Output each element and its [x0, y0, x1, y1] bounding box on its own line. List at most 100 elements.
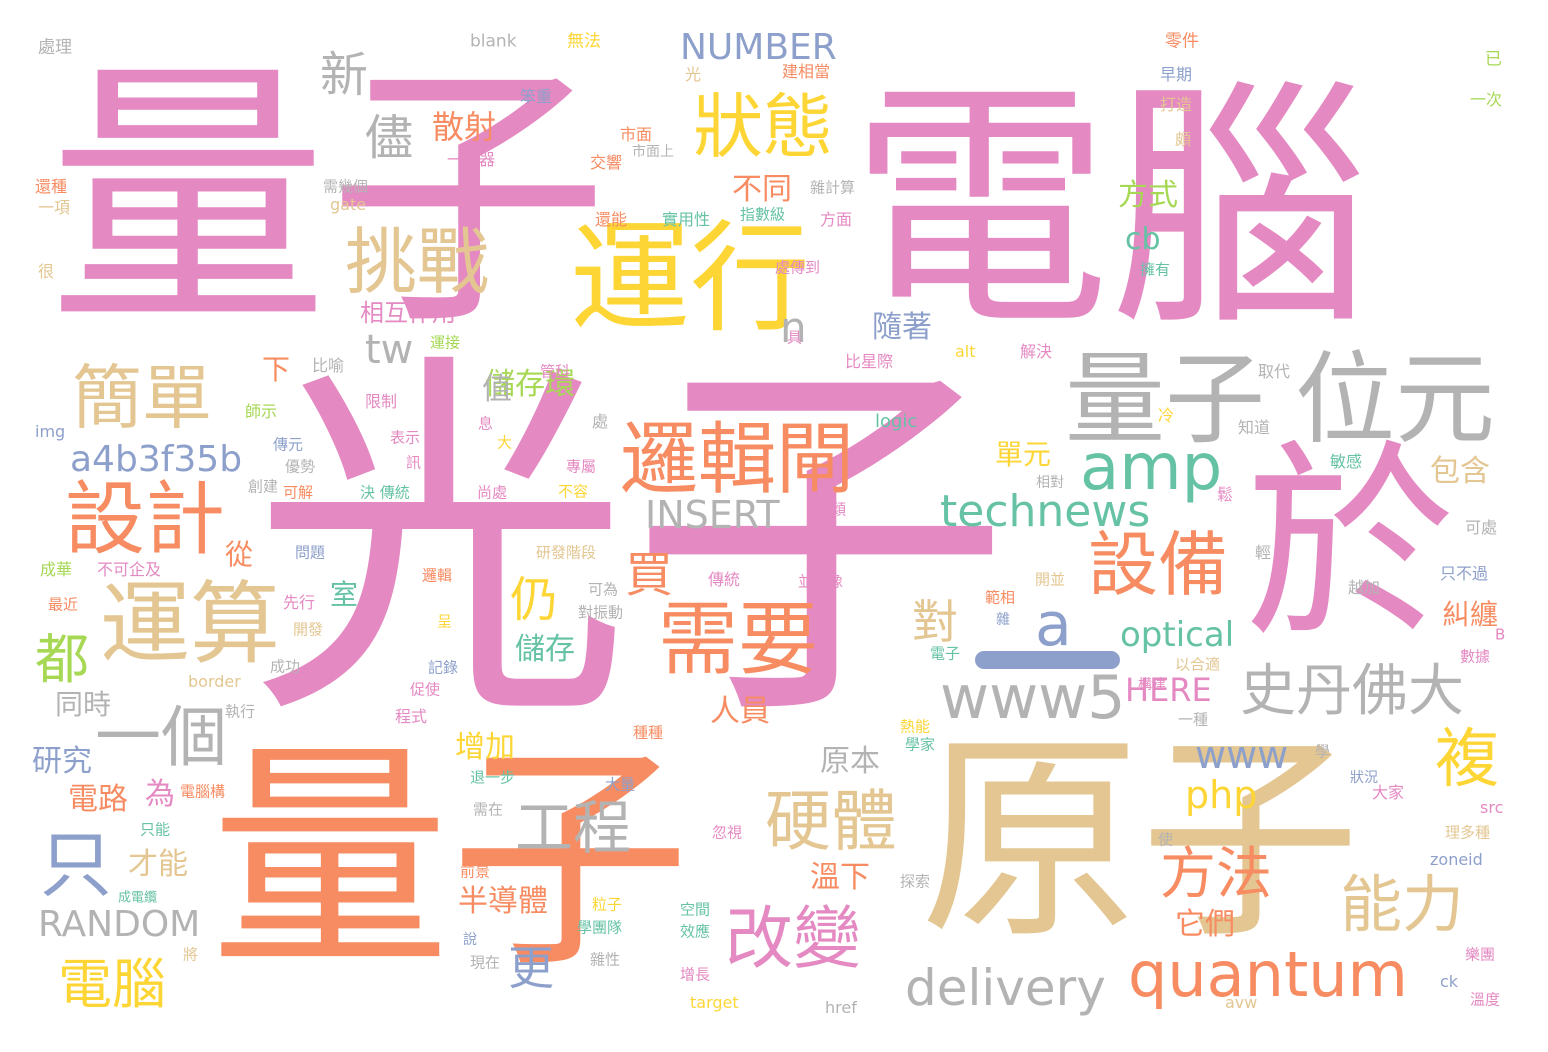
word-cloud-word: 先行: [283, 593, 316, 612]
word-cloud-word: 仍: [510, 572, 559, 628]
word-cloud-word: 散射: [432, 108, 497, 146]
word-cloud-word: 前景: [460, 862, 491, 881]
word-cloud-word: 並不像: [798, 572, 844, 591]
word-cloud-word: 還能: [595, 210, 628, 229]
word-cloud-word: [975, 651, 1120, 669]
word-cloud-word: gate: [330, 195, 367, 214]
word-cloud-word: 現在: [470, 953, 501, 972]
word-cloud-word: 專屬: [566, 457, 597, 476]
word-cloud-word: 處理: [38, 37, 72, 58]
word-cloud-word: 大: [497, 433, 513, 452]
word-cloud-word: 雜: [996, 612, 1010, 628]
word-cloud-word: 傳元: [273, 435, 304, 454]
word-cloud-word: 研發階段: [536, 543, 597, 562]
word-cloud-word: 效應: [680, 922, 711, 941]
word-cloud-word: target: [690, 993, 739, 1012]
word-cloud-word: 冷: [1158, 406, 1175, 425]
word-cloud-word: 能力: [1340, 868, 1465, 941]
word-cloud-word: 儲存環: [485, 367, 575, 402]
word-cloud-word: 執行: [225, 702, 256, 721]
word-cloud-word: 最近: [48, 595, 79, 614]
word-cloud-word: 為: [145, 777, 175, 812]
word-cloud-word: 頗: [1175, 130, 1192, 149]
word-cloud-word: 管科: [540, 362, 571, 381]
word-cloud-word: 隨著: [872, 310, 932, 345]
word-cloud-word: 挑戰: [345, 220, 490, 304]
word-cloud-word: www: [1195, 733, 1289, 777]
word-cloud-word: 邏輯: [422, 566, 453, 585]
word-cloud-word: 對: [912, 595, 958, 649]
word-cloud-word: 不同: [732, 172, 792, 207]
word-cloud-word: 實用性: [662, 210, 711, 229]
word-cloud-word: 成功: [270, 657, 301, 676]
word-cloud-word: 光: [685, 65, 702, 84]
word-cloud-word: 硬體: [765, 783, 897, 860]
word-cloud-word: 粒子: [592, 895, 623, 914]
word-cloud-word: 尚處: [477, 483, 508, 502]
word-cloud-word: 量子: [1065, 341, 1265, 458]
word-cloud-word: 輕: [1255, 543, 1272, 562]
word-cloud-word: n: [780, 303, 807, 352]
word-cloud-word: logic: [875, 411, 918, 432]
word-cloud-word: 擁有: [1140, 260, 1171, 279]
word-cloud-word: 需在: [473, 800, 504, 819]
word-cloud-word: 它們: [1175, 907, 1235, 942]
word-cloud-word: 同時: [55, 688, 112, 721]
word-cloud-word: 越加: [1348, 578, 1381, 597]
word-cloud-word: 工程: [515, 794, 632, 862]
word-cloud-word: 開發: [293, 620, 324, 639]
word-cloud-word: 可為: [588, 580, 619, 599]
word-cloud-word: 退一步: [470, 768, 516, 787]
word-cloud-word: 交響: [590, 153, 623, 172]
word-cloud-word: 一種: [1178, 710, 1209, 729]
word-cloud-word: B: [1495, 625, 1506, 644]
word-cloud-word: border: [188, 672, 241, 691]
word-cloud-word: 熱能: [900, 717, 931, 736]
word-cloud-word: src: [1480, 798, 1504, 817]
word-cloud-word: 記錄: [428, 658, 459, 677]
word-cloud-word: 對振動: [578, 603, 624, 622]
word-cloud-word: 訊: [406, 453, 422, 472]
word-cloud-word: 決 傳統: [360, 483, 410, 502]
word-cloud-word: a: [1035, 590, 1072, 660]
word-cloud-word: www5: [940, 663, 1126, 733]
word-cloud-word: 邏輯閘: [620, 415, 855, 505]
word-cloud-word: 指數級: [740, 205, 786, 224]
word-cloud-word: 處: [592, 412, 609, 431]
word-cloud-word: 相對: [1036, 475, 1064, 491]
word-cloud-word: 儲存: [515, 632, 575, 667]
word-cloud-word: quantum: [1128, 938, 1408, 1011]
word-cloud-word: 忽視: [712, 823, 743, 842]
word-cloud-word: avw: [1225, 993, 1258, 1012]
word-cloud-word: 量子: [210, 720, 691, 1000]
word-cloud-word: 學家: [905, 735, 936, 754]
word-cloud-word: 樂團: [1465, 945, 1496, 964]
word-cloud-word: 設備: [1088, 524, 1228, 606]
word-cloud-word: 無法: [567, 31, 601, 52]
word-cloud-word: 電路: [68, 782, 128, 817]
word-cloud-word: 於: [1245, 422, 1456, 667]
word-cloud-word: 電腦構: [180, 782, 226, 801]
word-cloud-word: 史丹佛大: [1240, 659, 1464, 724]
word-cloud-word: 只: [40, 823, 113, 907]
word-cloud-word: amp: [1080, 431, 1223, 505]
word-cloud-word: 位元: [1295, 341, 1495, 458]
word-cloud-word: 零件: [1165, 31, 1199, 52]
word-cloud-word: 新: [320, 47, 369, 103]
word-cloud-word: 簡單: [72, 357, 212, 439]
word-cloud-word: 解決: [1020, 342, 1053, 361]
word-cloud-word: 包含: [1430, 454, 1490, 489]
word-cloud-word: 創建: [248, 477, 279, 496]
word-cloud-word: 學團隊: [577, 918, 623, 937]
word-cloud-word: img: [35, 422, 66, 441]
word-cloud-word: alt: [955, 342, 976, 361]
word-cloud-word: HERE: [1125, 671, 1212, 709]
word-cloud-word: 取代: [1258, 362, 1291, 381]
word-cloud-word: 值: [482, 372, 512, 407]
word-cloud-word: delivery: [905, 959, 1106, 1017]
word-cloud-word: 溫下: [810, 860, 870, 895]
word-cloud-word: 程式: [395, 707, 428, 726]
word-cloud-word: 需要: [658, 593, 818, 686]
word-cloud-word: 增加: [455, 730, 515, 765]
